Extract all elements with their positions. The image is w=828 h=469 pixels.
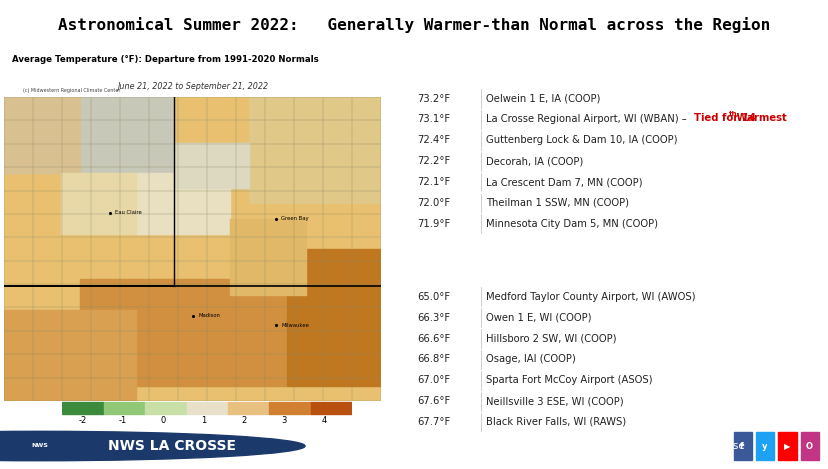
Text: Minnesota City Dam 5, MN (COOP): Minnesota City Dam 5, MN (COOP) — [485, 219, 657, 229]
Text: 3: 3 — [281, 416, 286, 425]
Bar — [755, 432, 773, 460]
Text: th: th — [728, 111, 736, 117]
Text: Warmest Averages: Warmest Averages — [543, 53, 667, 66]
Text: 72.4°F: 72.4°F — [417, 136, 450, 145]
Text: 73.1°F: 73.1°F — [417, 114, 450, 124]
Bar — [136, 173, 230, 234]
Text: Owen 1 E, WI (COOP): Owen 1 E, WI (COOP) — [485, 313, 590, 323]
Text: Oelwein 1 E, IA (COOP): Oelwein 1 E, IA (COOP) — [485, 94, 599, 104]
Text: Decorah, IA (COOP): Decorah, IA (COOP) — [485, 156, 582, 166]
Text: 65.0°F: 65.0°F — [417, 292, 450, 302]
Bar — [4, 310, 136, 401]
Bar — [777, 432, 796, 460]
Text: Location: Location — [627, 74, 677, 84]
Text: NWS LA CROSSE: NWS LA CROSSE — [108, 439, 235, 453]
Text: Madison: Madison — [198, 313, 220, 318]
Text: 0: 0 — [160, 416, 166, 425]
Text: Average Temperature (°F): Departure from 1991-2020 Normals: Average Temperature (°F): Departure from… — [12, 54, 318, 64]
Text: Avg. Temp: Avg. Temp — [403, 272, 464, 282]
Bar — [286, 249, 381, 386]
Bar — [269, 402, 310, 414]
Text: Black River Falls, WI (RAWS): Black River Falls, WI (RAWS) — [485, 417, 625, 427]
Text: Coldest Averages: Coldest Averages — [547, 251, 663, 264]
Text: 67.6°F: 67.6°F — [416, 396, 450, 406]
Text: 72.0°F: 72.0°F — [417, 198, 450, 208]
Text: y: y — [761, 441, 766, 451]
Bar — [4, 97, 174, 173]
Bar — [104, 402, 145, 414]
Text: -1: -1 — [118, 416, 127, 425]
Text: 73.2°F: 73.2°F — [417, 94, 450, 104]
Text: O: O — [805, 441, 811, 451]
Text: 71.9°F: 71.9°F — [416, 219, 450, 229]
Text: Warmest: Warmest — [732, 113, 786, 123]
Bar — [4, 97, 79, 173]
Text: 66.6°F: 66.6°F — [416, 333, 450, 343]
Text: 66.3°F: 66.3°F — [417, 313, 450, 323]
Text: (c) Midwestern Regional Climate Center: (c) Midwestern Regional Climate Center — [23, 88, 120, 92]
Text: 67.7°F: 67.7°F — [416, 417, 450, 427]
Text: -2: -2 — [78, 416, 86, 425]
Text: 72.1°F: 72.1°F — [416, 177, 450, 187]
Text: Milwaukee: Milwaukee — [281, 323, 309, 327]
Bar — [174, 143, 249, 188]
Text: 67.0°F: 67.0°F — [417, 375, 450, 385]
Circle shape — [0, 429, 354, 463]
Text: Tied for 14: Tied for 14 — [693, 113, 754, 123]
Text: Astronomical Summer 2022:   Generally Warmer-than Normal across the Region: Astronomical Summer 2022: Generally Warm… — [58, 16, 770, 33]
Text: Sparta Fort McCoy Airport (ASOS): Sparta Fort McCoy Airport (ASOS) — [485, 375, 652, 385]
Text: Theilman 1 SSW, MN (COOP): Theilman 1 SSW, MN (COOP) — [485, 198, 628, 208]
Text: 2: 2 — [241, 416, 246, 425]
Text: Eau Claire: Eau Claire — [115, 210, 142, 215]
Text: Avg. Temp: Avg. Temp — [403, 74, 464, 84]
Text: Green Bay: Green Bay — [281, 216, 309, 221]
Bar — [228, 402, 269, 414]
Bar — [60, 173, 136, 234]
Text: Osage, IAI (COOP): Osage, IAI (COOP) — [485, 355, 575, 364]
Text: f: f — [739, 441, 743, 451]
Text: 66.8°F: 66.8°F — [417, 355, 450, 364]
Bar — [800, 432, 818, 460]
Text: ▶: ▶ — [782, 441, 789, 451]
Text: Hillsboro 2 SW, WI (COOP): Hillsboro 2 SW, WI (COOP) — [485, 333, 615, 343]
Text: June 21, 2022 to September 21, 2022: June 21, 2022 to September 21, 2022 — [117, 82, 268, 91]
Text: Location: Location — [627, 272, 677, 282]
Text: Medford Taylor County Airport, WI (AWOS): Medford Taylor County Airport, WI (AWOS) — [485, 292, 695, 302]
Bar — [186, 402, 228, 414]
Text: 4: 4 — [321, 416, 326, 425]
Text: La Crescent Dam 7, MN (COOP): La Crescent Dam 7, MN (COOP) — [485, 177, 642, 187]
Text: La Crosse Regional Airport, WI (WBAN) –: La Crosse Regional Airport, WI (WBAN) – — [485, 114, 691, 124]
Bar — [230, 219, 306, 295]
Bar — [733, 432, 751, 460]
Text: 1: 1 — [200, 416, 205, 425]
Bar — [79, 280, 286, 386]
Circle shape — [0, 431, 305, 461]
Text: Guttenberg Lock & Dam 10, IA (COOP): Guttenberg Lock & Dam 10, IA (COOP) — [485, 136, 676, 145]
Text: Neillsville 3 ESE, WI (COOP): Neillsville 3 ESE, WI (COOP) — [485, 396, 623, 406]
Bar — [310, 402, 352, 414]
Text: NWS: NWS — [31, 443, 48, 447]
Bar — [249, 97, 381, 204]
Text: 72.2°F: 72.2°F — [416, 156, 450, 166]
Bar — [145, 402, 186, 414]
Bar — [62, 402, 104, 414]
Text: weather.gov/lacrosse: weather.gov/lacrosse — [633, 441, 744, 451]
